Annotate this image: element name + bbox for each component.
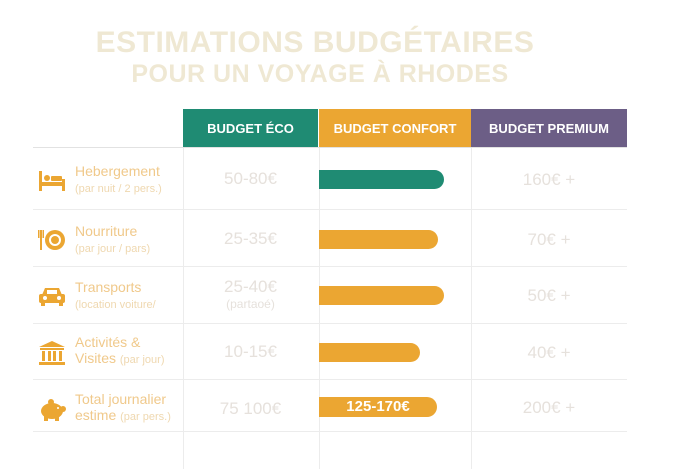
confort-total: 125-170€ xyxy=(319,397,437,417)
divider xyxy=(33,147,627,148)
row-label: Nourriture (par jour / pars) xyxy=(75,223,151,255)
bed-icon xyxy=(39,171,65,191)
divider xyxy=(33,379,627,380)
header-budget-premium: BUDGET PREMIUM xyxy=(471,109,627,147)
premium-value: 200€ + xyxy=(522,398,576,417)
divider xyxy=(319,147,320,469)
divider xyxy=(33,209,627,210)
row-label: Activités & Visites (par jour) xyxy=(75,334,165,366)
premium-value: 40€ + xyxy=(527,343,571,362)
header-budget-confort: BUDGET CONFORT xyxy=(319,109,471,147)
row-label: Transports (location voiture/ xyxy=(75,279,156,311)
table-row: Total journalier estime (par pers.) 75 1… xyxy=(33,383,627,439)
premium-value: 160€ + xyxy=(522,170,576,189)
eco-value: 10-15€ xyxy=(224,342,277,361)
page-subtitle: POUR UN VOYAGE À RHODES xyxy=(131,60,509,88)
confort-bar xyxy=(319,343,420,362)
car-icon xyxy=(39,288,65,306)
divider xyxy=(183,147,184,469)
table-row: Transports (location voiture/ 25-40€ (pa… xyxy=(33,269,627,325)
table-row: Nourriture (par jour / pars) 25-35€ 70€ … xyxy=(33,213,627,269)
divider xyxy=(33,431,627,432)
divider xyxy=(471,147,472,469)
premium-value: 50€ + xyxy=(527,286,571,305)
table-row: Hebergement (par nuit / 2 pers.) 50-80€ … xyxy=(33,153,627,209)
confort-bar xyxy=(319,286,444,305)
eco-value: 25-35€ xyxy=(224,229,277,248)
eco-value: 50-80€ xyxy=(224,169,277,188)
piggy-bank-icon xyxy=(41,399,66,421)
premium-value: 70€ + xyxy=(527,230,571,249)
page-title: ESTIMATIONS BUDGÉTAIRES xyxy=(95,26,535,59)
confort-bar xyxy=(319,170,444,189)
museum-icon xyxy=(39,341,65,365)
table-row: Activités & Visites (par jour) 10-15€ 40… xyxy=(33,326,627,382)
eco-value: 25-40€ (partaoé) xyxy=(183,277,318,311)
eco-note: (partaoé) xyxy=(226,297,275,311)
confort-bar xyxy=(319,230,438,249)
row-label: Total journalier estime (par pers.) xyxy=(75,391,171,423)
row-label: Hebergement (par nuit / 2 pers.) xyxy=(75,163,162,195)
plate-icon xyxy=(38,230,65,250)
header-budget-eco: BUDGET ÉCO xyxy=(183,109,318,147)
eco-value: 75 100€ xyxy=(219,399,282,418)
divider xyxy=(33,266,627,267)
divider xyxy=(33,323,627,324)
